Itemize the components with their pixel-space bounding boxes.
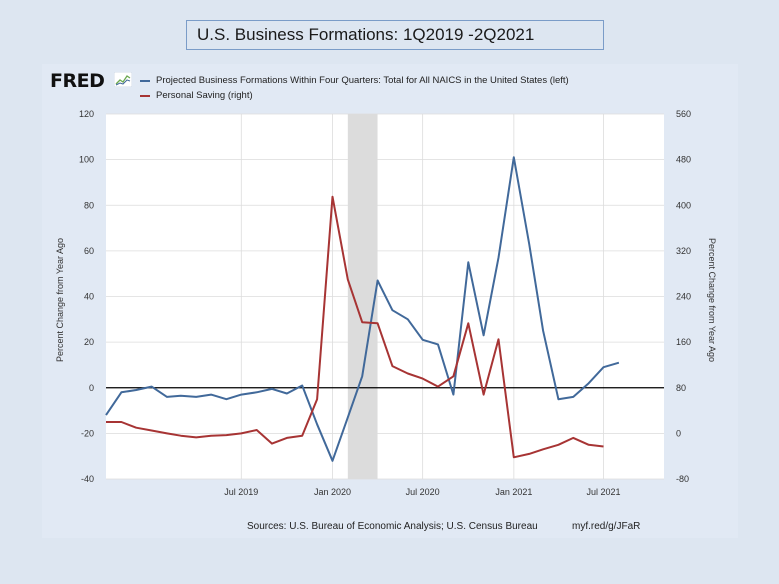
y-tick-label-right: 480 <box>676 155 691 165</box>
y-tick-label-left: 0 <box>89 383 94 393</box>
x-tick-label: Jul 2021 <box>587 487 621 497</box>
series-line-business-formations <box>105 156 620 462</box>
x-tick-label: Jan 2020 <box>314 487 351 497</box>
legend-swatch-business-formations <box>140 79 150 82</box>
y-tick-label-left: 20 <box>84 337 94 347</box>
legend-label-business-formations: Projected Business Formations Within Fou… <box>156 75 569 86</box>
short-url: myf.red/g/JFaR <box>572 521 641 532</box>
legend-entry-business-formations: Projected Business Formations Within Fou… <box>140 73 569 88</box>
y-tick-label-right: 80 <box>676 383 686 393</box>
y-tick-label-left: 80 <box>84 200 94 210</box>
y-tick-label-left: 60 <box>84 246 94 256</box>
y-axis-label-left: Percent Change from Year Ago <box>55 238 65 362</box>
source-note: Sources: U.S. Bureau of Economic Analysi… <box>247 521 538 532</box>
x-tick-label: Jul 2020 <box>406 487 440 497</box>
y-tick-label-right: 320 <box>676 246 691 256</box>
y-tick-label-right: 560 <box>676 109 691 119</box>
y-tick-label-right: 240 <box>676 292 691 302</box>
y-tick-label-left: -40 <box>81 474 94 484</box>
y-tick-label-right: 0 <box>676 428 681 438</box>
fred-logo: FRED <box>50 70 105 92</box>
y-axis-label-right: Percent Change from Year Ago <box>707 238 717 362</box>
page-title: U.S. Business Formations: 1Q2019 -2Q2021 <box>186 20 604 50</box>
fred-chart-icon <box>114 72 132 87</box>
chart-legend: Projected Business Formations Within Fou… <box>140 73 569 103</box>
y-tick-label-right: 160 <box>676 337 691 347</box>
y-tick-label-left: -20 <box>81 428 94 438</box>
series-line-personal-saving <box>106 195 604 459</box>
x-tick-label: Jan 2021 <box>495 487 532 497</box>
legend-entry-personal-saving: Personal Saving (right) <box>140 88 569 103</box>
y-tick-label-left: 100 <box>79 155 94 165</box>
legend-swatch-personal-saving <box>140 94 150 97</box>
y-tick-label-right: 400 <box>676 200 691 210</box>
x-tick-label: Jul 2019 <box>224 487 258 497</box>
legend-label-personal-saving: Personal Saving (right) <box>156 90 253 101</box>
y-tick-label-left: 120 <box>79 109 94 119</box>
y-tick-label-right: -80 <box>676 474 689 484</box>
y-tick-label-left: 40 <box>84 292 94 302</box>
